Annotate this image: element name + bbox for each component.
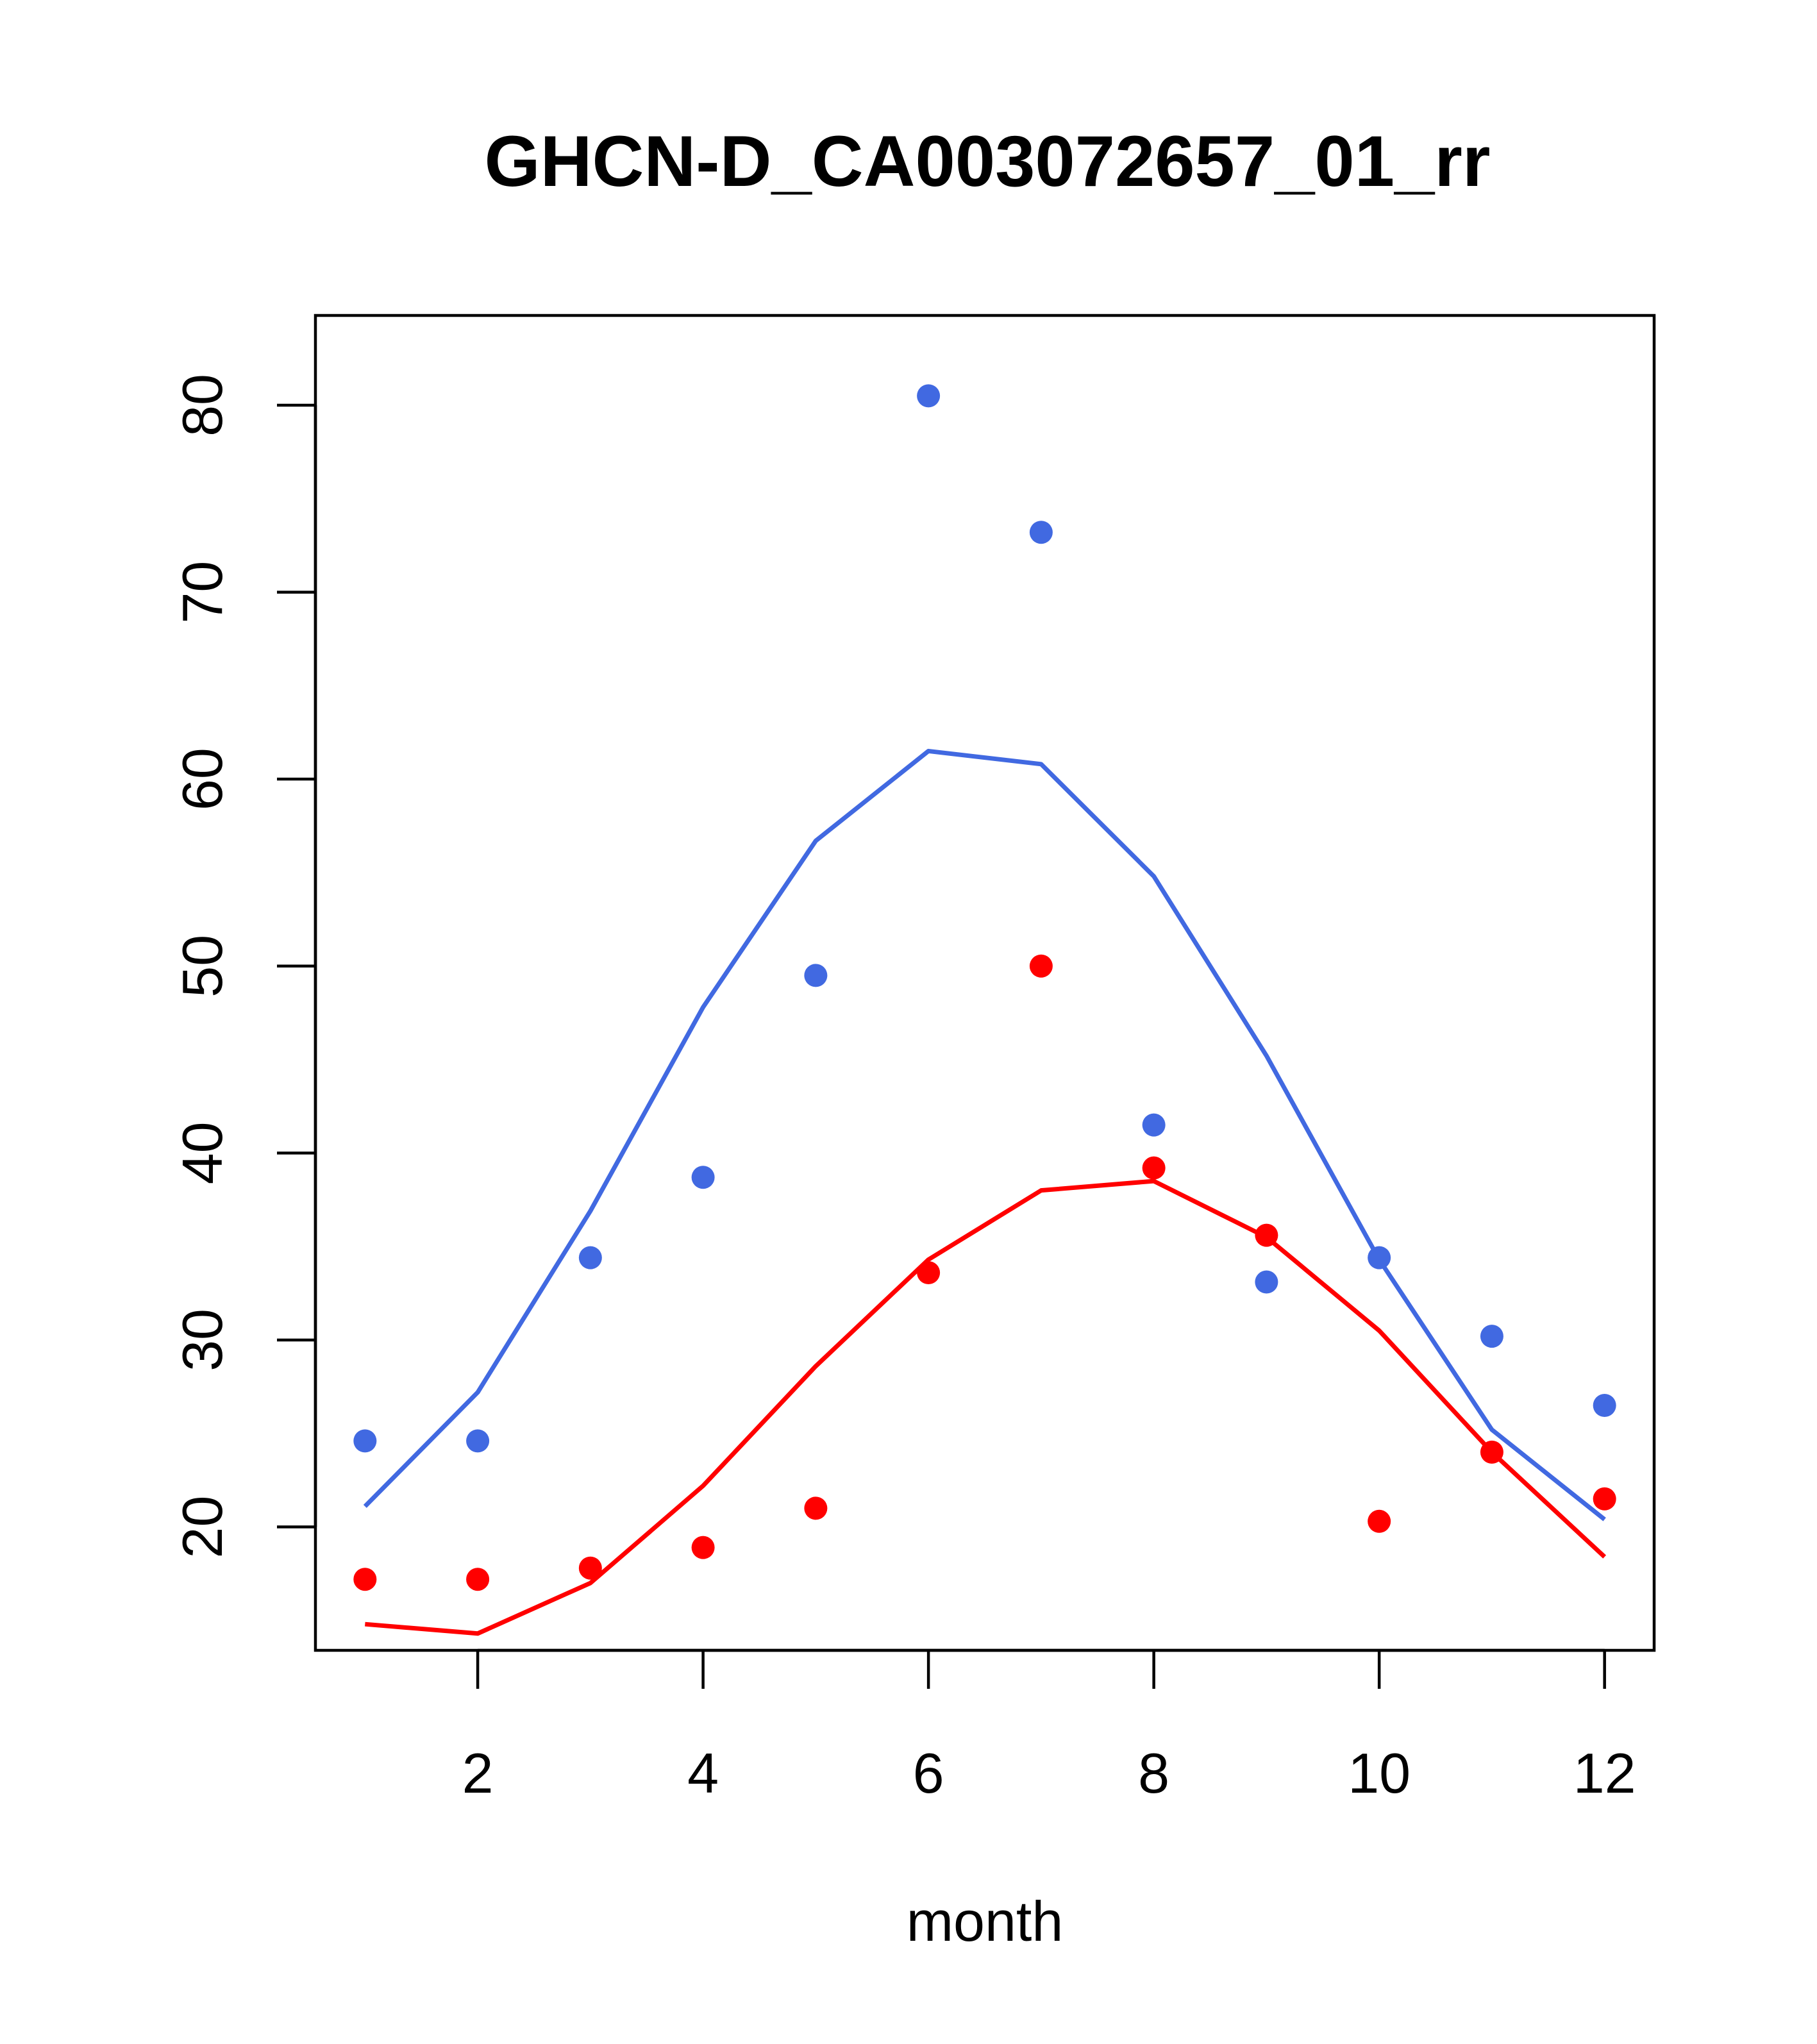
blue-points-point [1480,1325,1503,1348]
red-points-point [578,1556,602,1580]
y-tick-label: 40 [171,1121,234,1184]
y-tick-label: 60 [171,748,234,810]
series-layer [353,384,1616,1636]
red-points-point [1368,1509,1391,1533]
red-points-point [1255,1223,1278,1247]
blue-points [353,384,1616,1453]
y-tick-label: 20 [171,1496,234,1559]
red-points-point [691,1536,715,1559]
red-points-point [1480,1440,1503,1464]
chart-title: GHCN-D_CA003072657_01_rr [485,121,1491,201]
blue-points-point [1255,1270,1278,1294]
red-points-point [804,1496,828,1520]
red-points-point [353,1568,377,1591]
y-axis: 20 30 40 50 60 70 80 [171,374,317,1559]
x-tick-label: 6 [913,1741,944,1805]
y-tick-label: 70 [171,561,234,624]
red-points-point [1029,954,1053,978]
blue-points-point [1142,1113,1166,1137]
red-points-point [466,1568,490,1591]
x-tick-label: 12 [1573,1741,1636,1805]
blue-points-point [1029,521,1053,544]
x-tick-label: 4 [687,1741,719,1805]
blue-points-point [917,384,941,408]
blue-line [363,748,1606,1521]
x-axis-label: month [907,1889,1064,1953]
red-points-point [1142,1156,1166,1180]
blue-points-point [1593,1394,1616,1418]
blue-points-point [466,1429,490,1453]
blue-points-point [691,1166,715,1189]
x-tick-label: 10 [1348,1741,1411,1805]
y-tick-label: 80 [171,374,234,437]
red-line [365,1178,1607,1636]
x-axis: 2 4 6 8 10 12 [462,1648,1636,1805]
blue-points-point [804,964,828,987]
x-tick-label: 2 [462,1741,494,1805]
blue-points-point [353,1429,377,1453]
red-points-point [917,1261,941,1284]
red-points-point [1593,1487,1616,1511]
y-tick-label: 50 [171,935,234,998]
blue-points-point [1368,1246,1391,1269]
plot-frame [314,314,1656,1652]
blue-points-point [578,1246,602,1269]
red-points [353,954,1616,1591]
y-tick-label: 30 [171,1309,234,1371]
x-tick-label: 8 [1138,1741,1169,1805]
